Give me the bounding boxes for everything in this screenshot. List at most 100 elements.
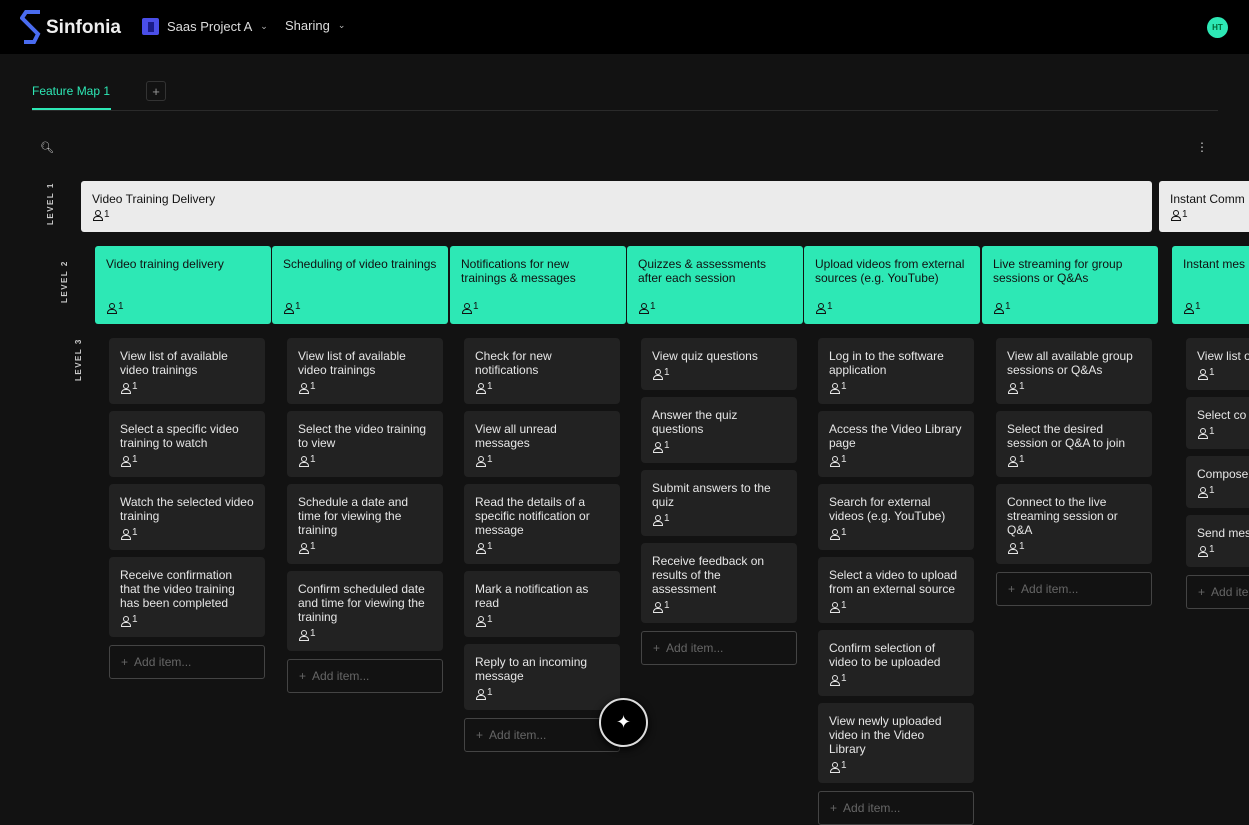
user-count: 1 [1019, 454, 1025, 465]
level3-card[interactable]: Access the Video Library page 1 [818, 411, 974, 477]
ai-assistant-button[interactable]: ✦ [599, 698, 648, 747]
card-text: View all unread messages [475, 422, 557, 450]
sharing-menu[interactable]: Sharing ⌄ [285, 18, 345, 33]
person-icon [1007, 542, 1018, 554]
level3-card[interactable]: Mark a notification as read 1 [464, 571, 620, 637]
level3-column: View all available group sessions or Q&A… [996, 338, 1152, 606]
level1-card[interactable]: Video Training Delivery 1 [81, 181, 1152, 232]
add-item-button[interactable]: + Add item... [109, 645, 265, 679]
user-count-row: 1 [652, 599, 786, 613]
level2-card[interactable]: Scheduling of video trainings 1 [272, 246, 448, 324]
user-count-row: 1 [829, 526, 963, 540]
user-count-row: 1 [1007, 453, 1141, 467]
level3-card[interactable]: Select co message 1 [1186, 397, 1249, 449]
add-tab-button[interactable]: + [146, 81, 166, 101]
user-avatar[interactable]: HT [1207, 17, 1228, 38]
user-count: 1 [310, 454, 316, 465]
person-icon [475, 688, 486, 700]
tab-feature-map-1[interactable]: Feature Map 1 [32, 84, 111, 110]
add-item-label: Add item... [489, 728, 547, 742]
level3-card[interactable]: Select a video to upload from an externa… [818, 557, 974, 623]
person-icon [829, 382, 840, 394]
user-count-row: 1 [638, 300, 656, 314]
card-text: View newly uploaded video in the Video L… [829, 714, 942, 756]
project-selector[interactable]: Saas Project A ⌄ [142, 18, 268, 35]
level3-card[interactable]: Answer the quiz questions 1 [641, 397, 797, 463]
card-text: Schedule a date and time for viewing the… [298, 495, 409, 537]
level2-card[interactable]: Instant mes 1 [1172, 246, 1249, 324]
card-text: Select the video training to view [298, 422, 427, 450]
user-count: 1 [487, 541, 493, 552]
more-options-icon[interactable]: ⋮ [1196, 140, 1208, 154]
level3-card[interactable]: Connect to the live streaming session or… [996, 484, 1152, 564]
add-item-label: Add item... [134, 655, 192, 669]
add-item-button[interactable]: + Add item... [818, 791, 974, 825]
level2-card[interactable]: Live streaming for group sessions or Q&A… [982, 246, 1158, 324]
person-icon [283, 302, 294, 314]
level3-card[interactable]: Receive confirmation that the video trai… [109, 557, 265, 637]
card-text: Submit answers to the quiz [652, 481, 771, 509]
level2-title: Upload videos from external sources (e.g… [815, 257, 965, 285]
add-item-button[interactable]: + Add item... [641, 631, 797, 665]
user-count-row: 1 [298, 540, 432, 554]
person-icon [475, 615, 486, 627]
sinfonia-logo[interactable]: Sinfonia [20, 8, 121, 48]
add-item-button[interactable]: + Add item... [1186, 575, 1249, 609]
level3-card[interactable]: View list o 1 [1186, 338, 1249, 390]
add-item-button[interactable]: + Add item... [996, 572, 1152, 606]
level3-card[interactable]: Select the desired session or Q&A to joi… [996, 411, 1152, 477]
level3-card[interactable]: View all unread messages 1 [464, 411, 620, 477]
level2-card[interactable]: Quizzes & assessments after each session… [627, 246, 803, 324]
level3-card[interactable]: Search for external videos (e.g. YouTube… [818, 484, 974, 550]
level3-card[interactable]: Reply to an incoming message 1 [464, 644, 620, 710]
level3-card[interactable]: View all available group sessions or Q&A… [996, 338, 1152, 404]
level3-card[interactable]: View list of available video trainings 1 [109, 338, 265, 404]
level3-card[interactable]: Watch the selected video training 1 [109, 484, 265, 550]
level3-card[interactable]: Send mes 1 [1186, 515, 1249, 567]
person-icon [652, 368, 663, 380]
level3-card[interactable]: View list of available video trainings 1 [287, 338, 443, 404]
level3-card[interactable]: Schedule a date and time for viewing the… [287, 484, 443, 564]
level3-card[interactable]: Receive feedback on results of the asses… [641, 543, 797, 623]
search-icon[interactable]: 🔍︎ [40, 142, 54, 154]
user-count-row: 1 [1007, 380, 1141, 394]
level2-card[interactable]: Video training delivery 1 [95, 246, 271, 324]
card-text: Watch the selected video training [120, 495, 254, 523]
user-count-row: 1 [120, 613, 254, 627]
level3-card[interactable]: View quiz questions 1 [641, 338, 797, 390]
user-count-row: 1 [1007, 540, 1141, 554]
card-text: Confirm scheduled date and time for view… [298, 582, 425, 624]
user-count-row: 1 [298, 453, 432, 467]
card-text: Select the desired session or Q&A to joi… [1007, 422, 1126, 450]
level2-card[interactable]: Notifications for new trainings & messag… [450, 246, 626, 324]
user-count: 1 [1195, 301, 1201, 312]
project-icon [142, 18, 159, 35]
level1-card[interactable]: Instant Comm 1 [1159, 181, 1249, 232]
level3-card[interactable]: Select the video training to view 1 [287, 411, 443, 477]
level3-card[interactable]: Log in to the software application 1 [818, 338, 974, 404]
user-count: 1 [664, 513, 670, 524]
level2-card[interactable]: Upload videos from external sources (e.g… [804, 246, 980, 324]
plus-icon: + [1008, 582, 1016, 596]
level3-card[interactable]: Confirm selection of video to be uploade… [818, 630, 974, 696]
user-count: 1 [310, 628, 316, 639]
add-item-button[interactable]: + Add item... [287, 659, 443, 693]
card-text: View quiz questions [652, 349, 758, 363]
level3-card[interactable]: Read the details of a specific notificat… [464, 484, 620, 564]
level-1-label: LEVEL 1 [46, 182, 55, 225]
chevron-down-icon: ⌄ [260, 21, 268, 31]
sharing-label: Sharing [285, 18, 330, 33]
level3-card[interactable]: View newly uploaded video in the Video L… [818, 703, 974, 783]
level3-card[interactable]: Select a specific video training to watc… [109, 411, 265, 477]
level3-card[interactable]: Compose 1 [1186, 456, 1249, 508]
level3-card[interactable]: Submit answers to the quiz 1 [641, 470, 797, 536]
card-text: Check for new notifications [475, 349, 552, 377]
level3-card[interactable]: Confirm scheduled date and time for view… [287, 571, 443, 651]
add-item-label: Add item... [843, 801, 901, 815]
card-text: View list o [1197, 349, 1249, 363]
person-icon [1183, 302, 1194, 314]
add-item-button[interactable]: + Add item... [464, 718, 620, 752]
level3-card[interactable]: Check for new notifications 1 [464, 338, 620, 404]
person-icon [298, 455, 309, 467]
